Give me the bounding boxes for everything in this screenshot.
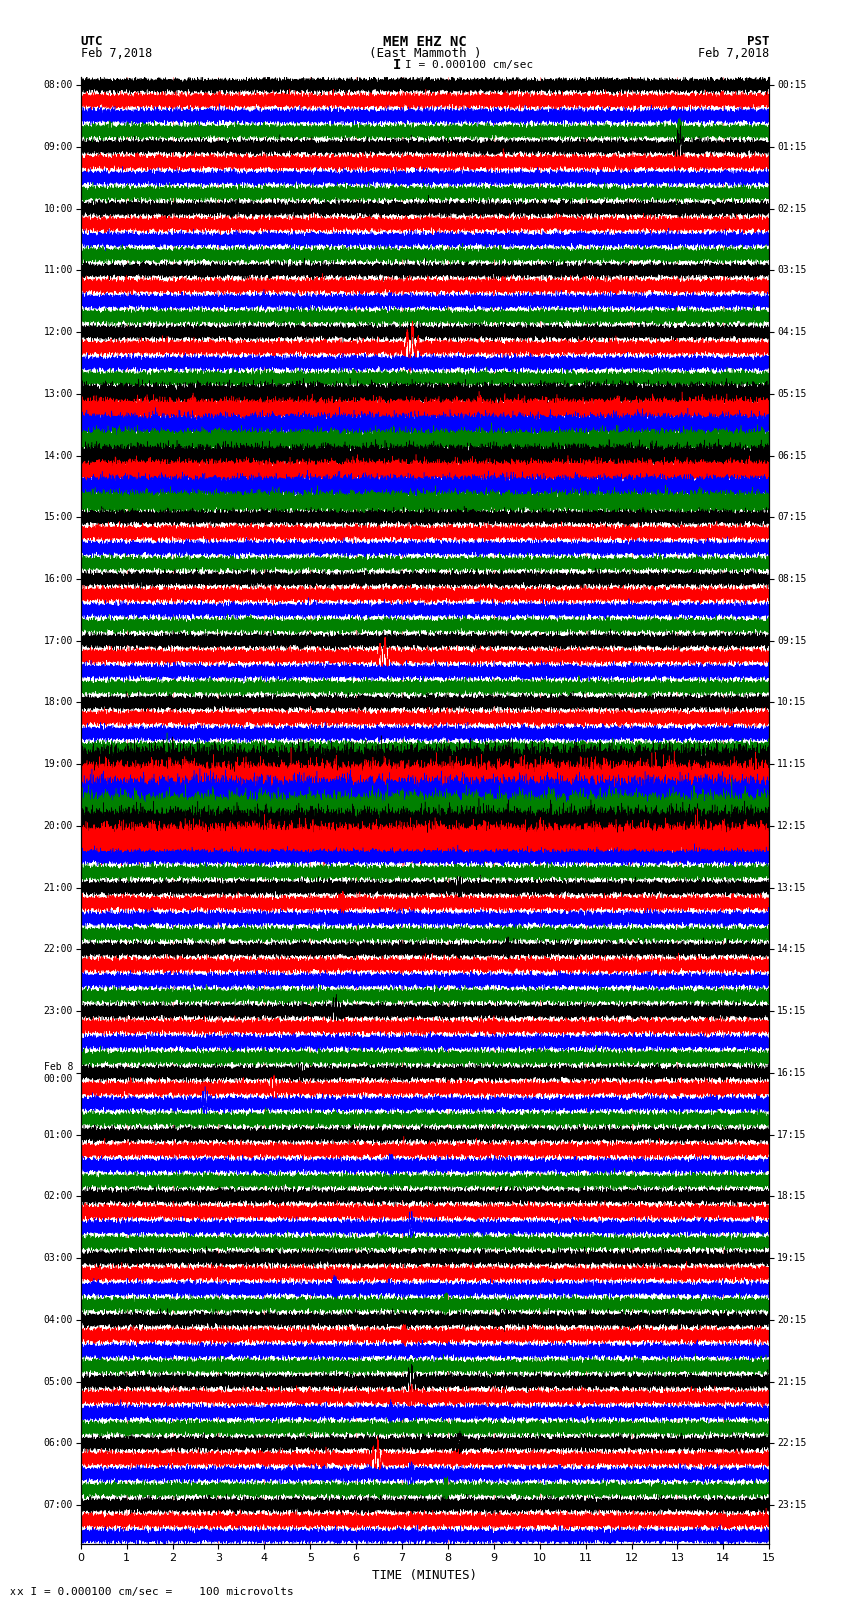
X-axis label: TIME (MINUTES): TIME (MINUTES) — [372, 1569, 478, 1582]
Text: x: x — [9, 1587, 15, 1597]
Text: (East Mammoth ): (East Mammoth ) — [369, 47, 481, 60]
Text: I = 0.000100 cm/sec: I = 0.000100 cm/sec — [405, 60, 533, 69]
Text: PST: PST — [747, 35, 769, 48]
Text: Feb 7,2018: Feb 7,2018 — [698, 47, 769, 60]
Text: MEM EHZ NC: MEM EHZ NC — [383, 35, 467, 48]
Text: x I = 0.000100 cm/sec =    100 microvolts: x I = 0.000100 cm/sec = 100 microvolts — [17, 1587, 294, 1597]
Text: Feb 7,2018: Feb 7,2018 — [81, 47, 152, 60]
Text: I: I — [393, 58, 401, 71]
Text: UTC: UTC — [81, 35, 103, 48]
